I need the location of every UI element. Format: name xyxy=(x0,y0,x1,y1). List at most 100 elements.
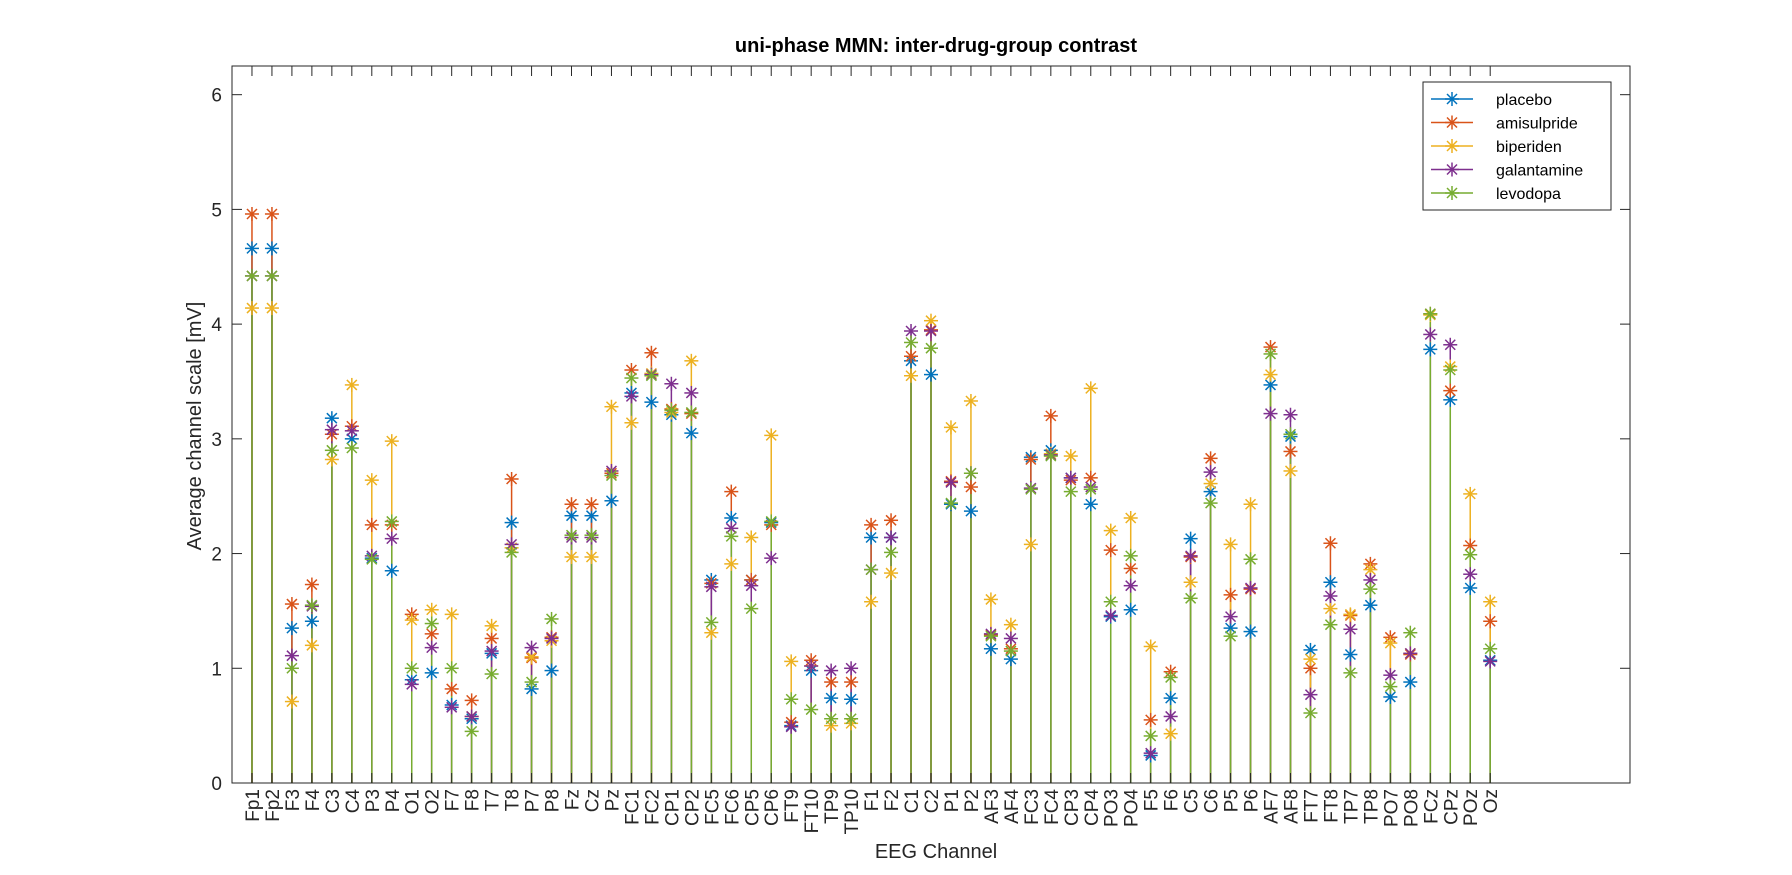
marker-biperiden-FC6 xyxy=(724,556,739,571)
marker-amisulpride-FC6 xyxy=(724,484,739,499)
marker-placebo-F1 xyxy=(864,530,879,545)
marker-levodopa-PO4 xyxy=(1123,548,1138,563)
marker-levodopa-Fp1 xyxy=(244,268,259,283)
marker-galantamine-T7 xyxy=(484,644,499,659)
x-tick-label-T8: T8 xyxy=(503,789,524,811)
x-tick-label-PO7: PO7 xyxy=(1381,789,1402,827)
marker-placebo-P4 xyxy=(384,563,399,578)
marker-biperiden-CP3 xyxy=(1063,449,1078,464)
x-tick-label-AF8: AF8 xyxy=(1281,789,1302,824)
marker-levodopa-T8 xyxy=(504,545,519,560)
marker-placebo-Cz xyxy=(584,508,599,523)
marker-amisulpride-P5 xyxy=(1223,587,1238,602)
marker-biperiden-C5 xyxy=(1183,575,1198,590)
x-tick-label-FT9: FT9 xyxy=(782,789,803,823)
marker-levodopa-POz xyxy=(1463,547,1478,562)
x-tick-label-F2: F2 xyxy=(882,789,903,811)
marker-levodopa-AF7 xyxy=(1263,346,1278,361)
marker-placebo-F3 xyxy=(284,621,299,636)
marker-levodopa-F5 xyxy=(1143,728,1158,743)
x-tick-label-C5: C5 xyxy=(1182,789,1203,813)
marker-biperiden-TP7 xyxy=(1343,607,1358,622)
legend-label-amisulpride: amisulpride xyxy=(1496,116,1578,133)
marker-galantamine-PO4 xyxy=(1123,578,1138,593)
x-tick-label-FC2: FC2 xyxy=(642,789,663,825)
marker-amisulpride-FT8 xyxy=(1323,536,1338,551)
x-tick-label-FT8: FT8 xyxy=(1321,789,1342,823)
marker-amisulpride-PO3 xyxy=(1103,543,1118,558)
marker-amisulpride-FC4 xyxy=(1043,408,1058,423)
marker-placebo-POz xyxy=(1463,580,1478,595)
x-tick-label-Fz: Fz xyxy=(563,789,584,810)
x-axis-label: EEG Channel xyxy=(875,841,997,863)
x-tick-label-CP6: CP6 xyxy=(762,789,783,826)
x-tick-label-F4: F4 xyxy=(303,789,324,812)
x-tick-label-C6: C6 xyxy=(1202,789,1223,813)
marker-levodopa-FCz xyxy=(1423,306,1438,321)
marker-placebo-Fp2 xyxy=(264,241,279,256)
marker-placebo-P2 xyxy=(963,504,978,519)
marker-galantamine-F6 xyxy=(1163,709,1178,724)
x-tick-label-P6: P6 xyxy=(1242,789,1263,812)
stem-lines xyxy=(251,213,1491,783)
marker-biperiden-PO3 xyxy=(1103,523,1118,538)
y-axis-ticks: 0 1 2 3 4 5 6 xyxy=(211,86,1630,795)
marker-levodopa-FC4 xyxy=(1043,449,1058,464)
marker-galantamine-AF4 xyxy=(1003,631,1018,646)
marker-galantamine-POz xyxy=(1463,567,1478,582)
marker-placebo-F6 xyxy=(1163,691,1178,706)
x-tick-label-CP4: CP4 xyxy=(1082,789,1103,826)
marker-biperiden-CP6 xyxy=(764,428,779,443)
x-tick-label-FC3: FC3 xyxy=(1022,789,1043,825)
marker-amisulpride-O2 xyxy=(424,626,439,641)
marker-amisulpride-F3 xyxy=(284,597,299,612)
marker-galantamine-P4 xyxy=(384,531,399,546)
marker-amisulpride-FC2 xyxy=(644,345,659,360)
marker-amisulpride-Cz xyxy=(584,497,599,512)
marker-biperiden-P3 xyxy=(364,473,379,488)
x-tick-label-O1: O1 xyxy=(403,789,424,814)
marker-levodopa-FT9 xyxy=(784,692,799,707)
marker-levodopa-TP8 xyxy=(1363,582,1378,597)
marker-placebo-TP8 xyxy=(1363,598,1378,613)
marker-levodopa-AF3 xyxy=(983,629,998,644)
marker-placebo-TP7 xyxy=(1343,647,1358,662)
x-tick-label-CPz: CPz xyxy=(1441,789,1462,825)
marker-biperiden-C3 xyxy=(324,452,339,467)
x-tick-label-POz: POz xyxy=(1461,789,1482,826)
x-tick-label-CP5: CP5 xyxy=(742,789,763,826)
marker-galantamine-C5 xyxy=(1183,548,1198,563)
marker-levodopa-T7 xyxy=(484,667,499,682)
marker-levodopa-C6 xyxy=(1203,496,1218,511)
marker-biperiden-F4 xyxy=(304,638,319,653)
marker-biperiden-Fz xyxy=(564,550,579,565)
marker-placebo-F4 xyxy=(304,614,319,629)
marker-levodopa-F6 xyxy=(1163,670,1178,685)
marker-galantamine-P6 xyxy=(1243,580,1258,595)
marker-biperiden-FT8 xyxy=(1323,601,1338,616)
marker-amisulpride-FC1 xyxy=(624,363,639,378)
marker-galantamine-F3 xyxy=(284,648,299,663)
marker-galantamine-AF7 xyxy=(1263,406,1278,421)
marker-biperiden-Oz xyxy=(1483,594,1498,609)
x-tick-label-F3: F3 xyxy=(283,789,304,811)
x-tick-label-Fp1: Fp1 xyxy=(243,789,264,822)
marker-galantamine-TP10 xyxy=(844,661,859,676)
marker-levodopa-TP7 xyxy=(1343,665,1358,680)
marker-levodopa-Oz xyxy=(1483,641,1498,656)
legend-label-biperiden: biperiden xyxy=(1496,139,1562,156)
x-tick-label-Pz: Pz xyxy=(602,789,623,811)
marker-galantamine-CPz xyxy=(1443,337,1458,352)
x-tick-label-AF4: AF4 xyxy=(1002,789,1023,824)
marker-placebo-P6 xyxy=(1243,624,1258,639)
x-tick-label-P8: P8 xyxy=(543,789,564,812)
marker-placebo-CP2 xyxy=(684,426,699,441)
x-tick-label-TP8: TP8 xyxy=(1361,789,1382,824)
marker-levodopa-CP1 xyxy=(664,403,679,418)
marker-amisulpride-C1 xyxy=(904,349,919,364)
x-tick-label-PO3: PO3 xyxy=(1102,789,1123,827)
marker-levodopa-TP10 xyxy=(844,711,859,726)
x-tick-label-P4: P4 xyxy=(383,789,404,813)
x-tick-label-F8: F8 xyxy=(463,789,484,811)
marker-levodopa-C2 xyxy=(924,341,938,356)
